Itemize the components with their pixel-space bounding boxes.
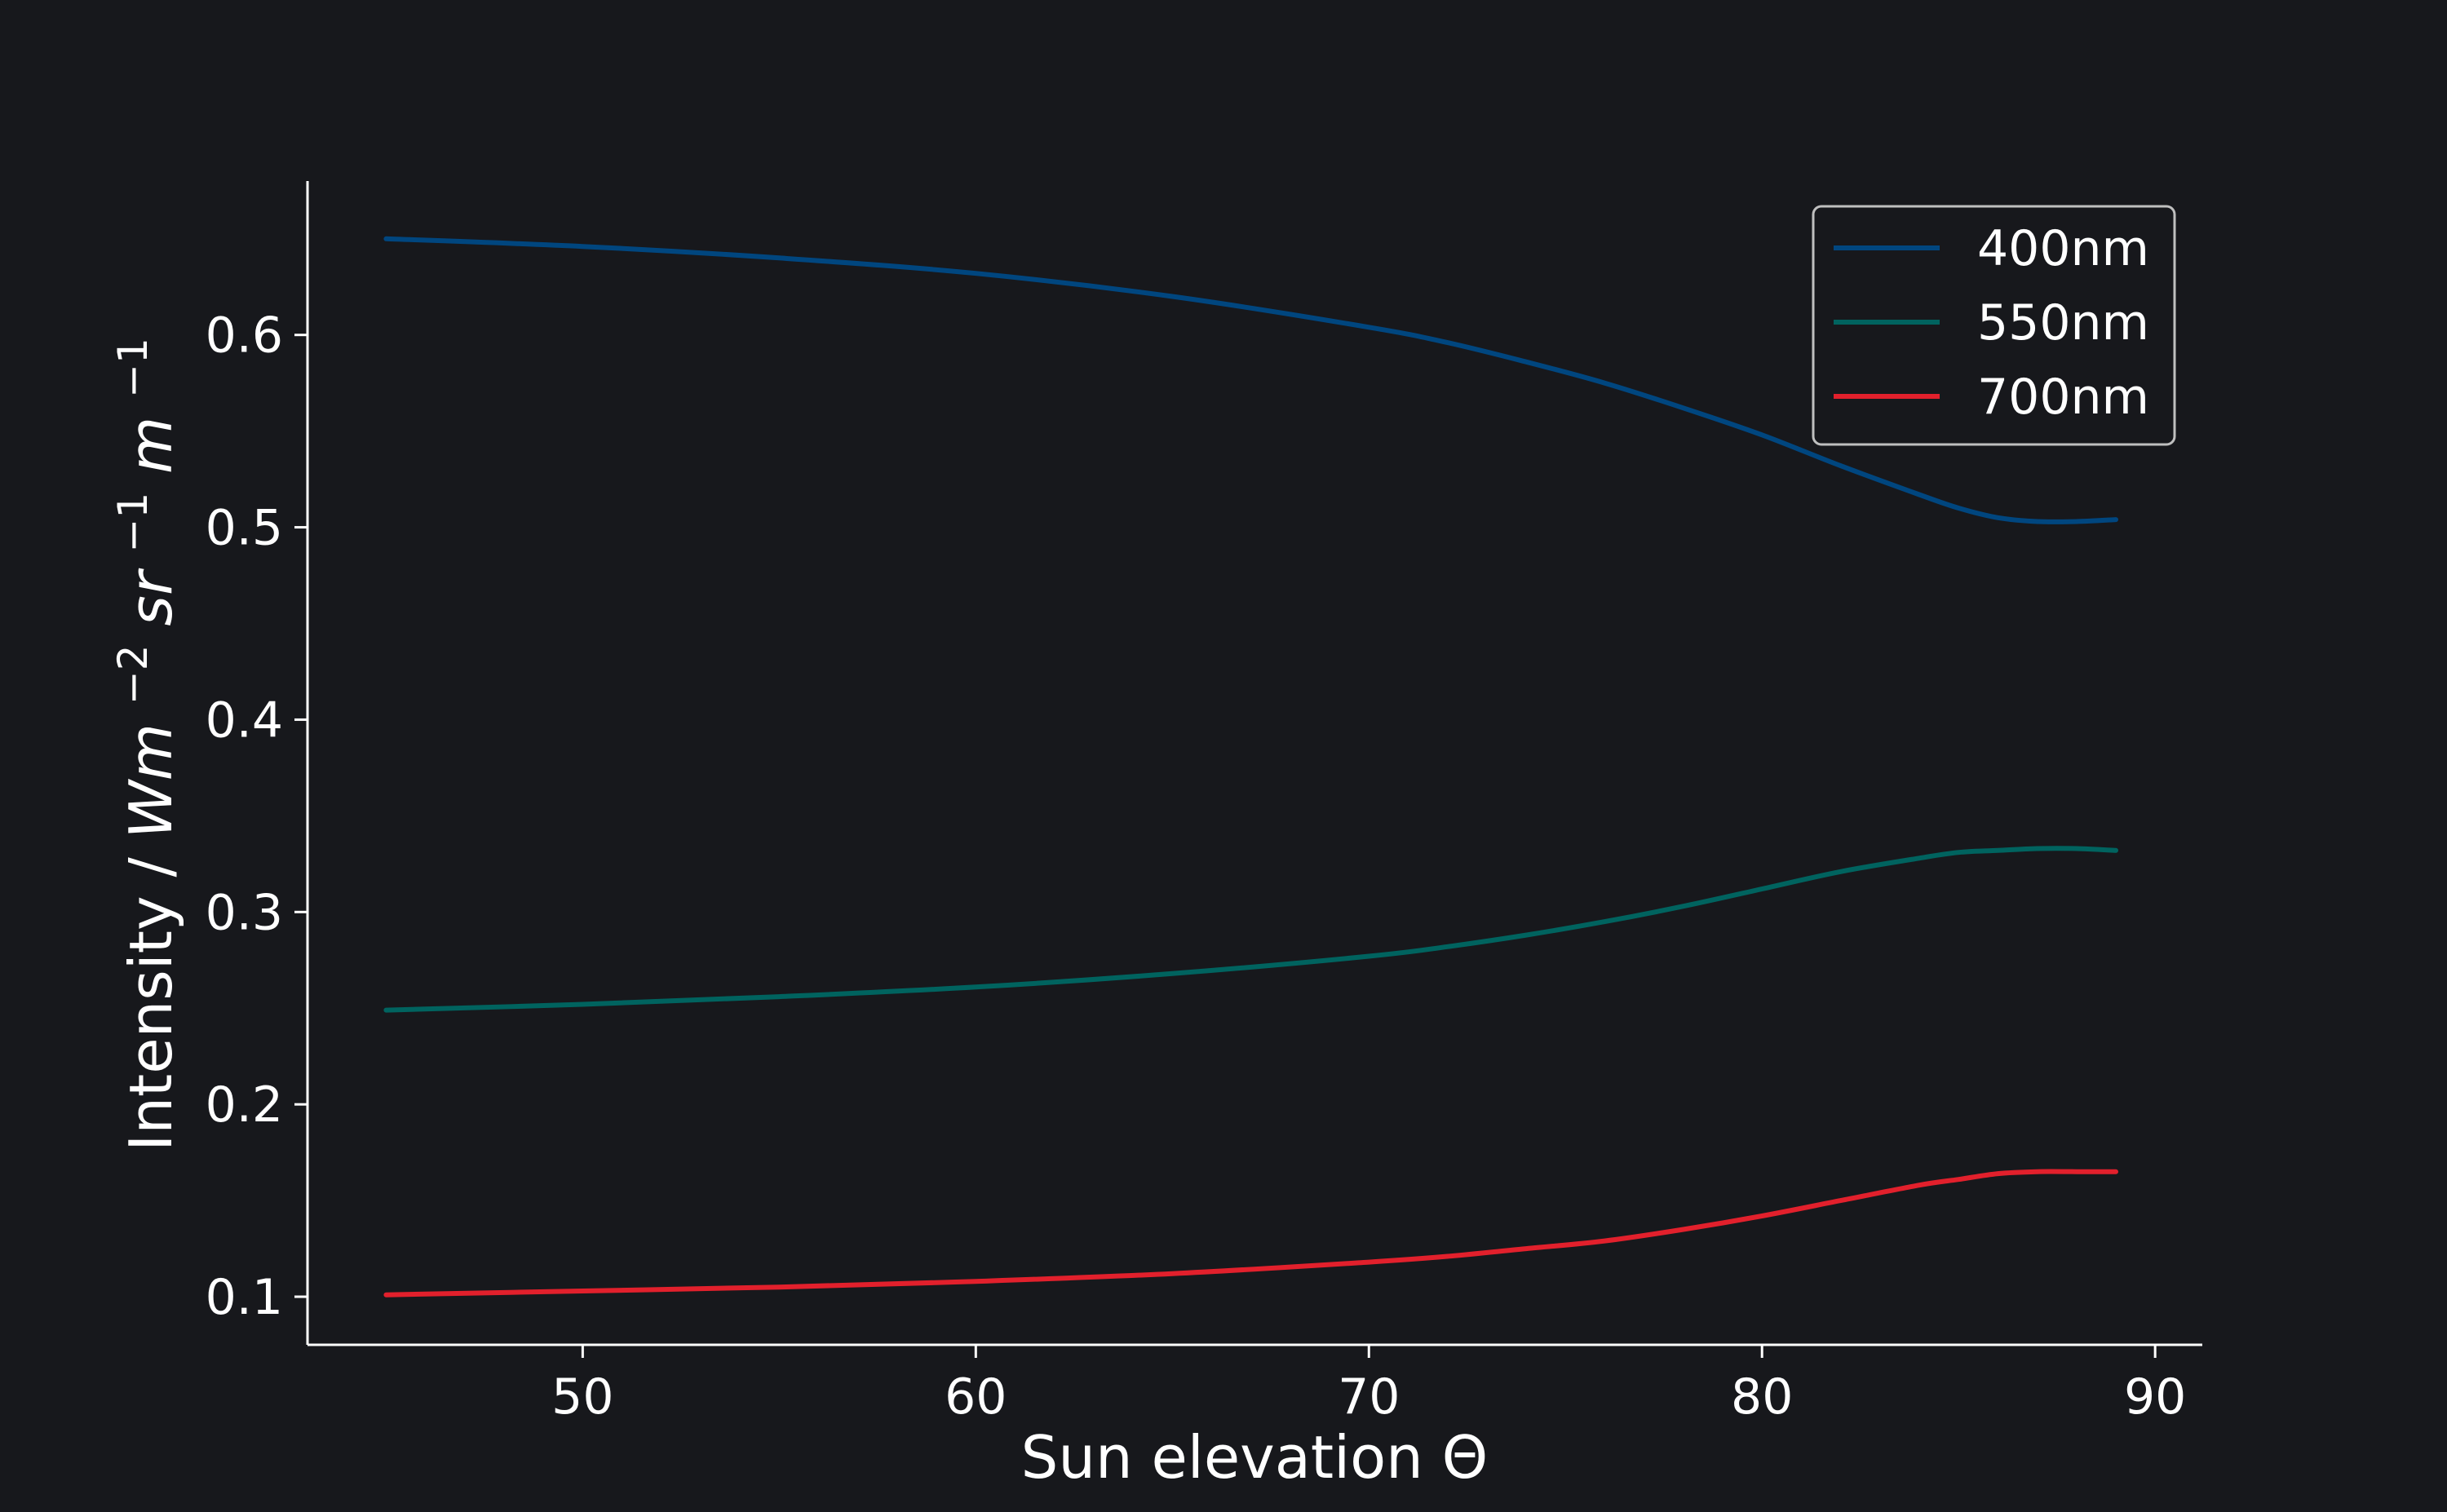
- series-line-700nm: [383, 1169, 2118, 1298]
- x-tick-label: 70: [1338, 1368, 1400, 1426]
- legend-label-400nm: 400nm: [1977, 220, 2149, 277]
- y-tick-label: 0.4: [206, 692, 283, 749]
- y-axis-unit-1: Wm: [117, 723, 185, 838]
- legend-entries: 400nm 550nm 700nm: [1834, 220, 2149, 426]
- y-axis-unit-2: sr: [117, 568, 185, 626]
- y-axis-title: Intensity / Wm −2 sr −1 m −1: [92, 338, 185, 1152]
- y-tick-label: 0.1: [206, 1269, 283, 1326]
- x-tick-label: 90: [2124, 1368, 2186, 1426]
- series-line-400nm: [383, 236, 2118, 524]
- y-tick-label: 0.3: [206, 884, 283, 941]
- y-ticks: 0.1 0.2 0.3 0.4 0.5 0.6: [206, 307, 308, 1326]
- series-line-550nm: [383, 846, 2118, 1013]
- y-axis-unit-1-exp: −2: [109, 644, 157, 705]
- y-axis-unit-3-exp: −1: [109, 338, 157, 398]
- x-tick-label: 80: [1731, 1368, 1793, 1426]
- legend: 400nm 550nm 700nm: [1812, 205, 2176, 446]
- axes: [306, 181, 2202, 1346]
- y-axis-unit-3: m: [117, 417, 185, 474]
- y-tick-label: 0.2: [206, 1077, 283, 1134]
- x-ticks: 50 60 70 80 90: [551, 1345, 2186, 1426]
- plot-lines: [383, 236, 2118, 1298]
- legend-label-700nm: 700nm: [1977, 369, 2149, 426]
- x-axis-title: Sun elevation Θ: [1021, 1423, 1489, 1492]
- y-axis-unit-2-exp: −1: [109, 493, 157, 553]
- x-tick-label: 60: [945, 1368, 1007, 1426]
- x-tick-label: 50: [551, 1368, 613, 1426]
- y-tick-label: 0.6: [206, 307, 283, 365]
- legend-label-550nm: 550nm: [1977, 294, 2149, 351]
- y-axis-title-text: Intensity /: [117, 838, 185, 1151]
- legend-box: [1812, 205, 2176, 446]
- y-tick-label: 0.5: [206, 500, 283, 557]
